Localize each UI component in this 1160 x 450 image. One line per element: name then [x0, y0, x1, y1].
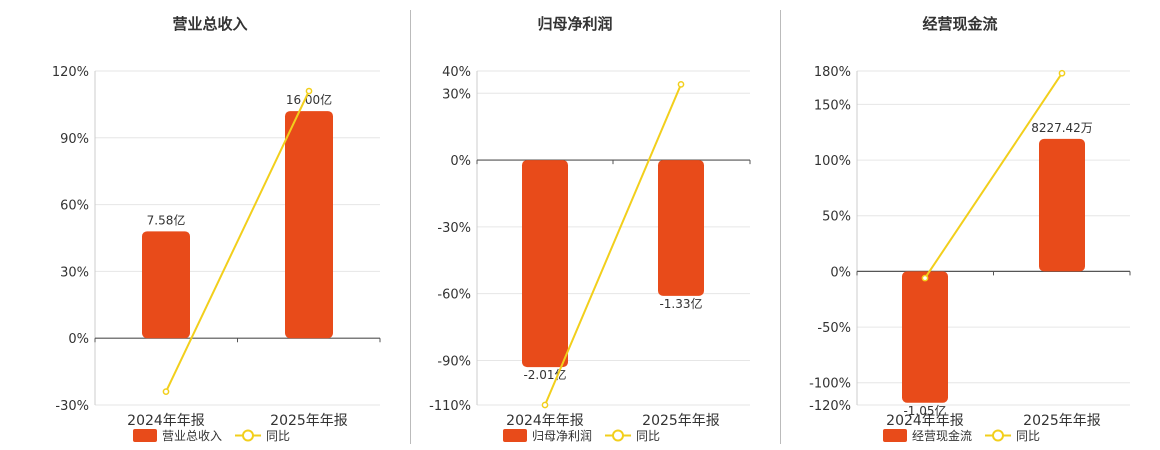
bar-data-label: -1.33亿 [659, 296, 702, 311]
x-tick-label: 2025年年报 [1023, 413, 1101, 429]
y-tick-label: 150% [814, 98, 851, 113]
yoy-point [541, 401, 549, 409]
y-tick-label: 120% [52, 65, 89, 80]
bar-data-label: 8227.42万 [1031, 121, 1093, 135]
x-tick-label: 2024年年报 [506, 413, 584, 429]
legend-bar-swatch [503, 429, 527, 442]
legend-bar-swatch [133, 429, 157, 442]
bar [522, 160, 568, 368]
y-tick-label: 0% [830, 265, 851, 280]
legend-bar-swatch [883, 429, 907, 442]
y-tick-label: 180% [814, 65, 851, 80]
yoy-point [1058, 69, 1066, 77]
legend-line-label: 同比 [636, 429, 660, 443]
x-tick-label: 2025年年报 [642, 413, 720, 429]
legend-bar-label: 营业总收入 [162, 429, 222, 443]
x-tick-label: 2024年年报 [127, 413, 205, 429]
panel-divider [780, 10, 781, 444]
chart-panel: 归母净利润40%30%0%-30%-60%-90%-110%-2.01亿-1.3… [429, 15, 751, 443]
yoy-line [165, 90, 310, 393]
y-tick-label: 30% [60, 265, 89, 280]
y-tick-label: 0% [68, 332, 89, 347]
legend-bar-label: 归母净利润 [532, 429, 592, 443]
bar [285, 111, 333, 339]
legend-line-marker [612, 429, 624, 442]
bar-data-label: -1.05亿 [903, 403, 946, 418]
bar [902, 271, 948, 403]
legend-line-label: 同比 [266, 429, 290, 443]
bar [658, 160, 704, 296]
yoy-point [677, 81, 685, 88]
legend-line-label: 同比 [1016, 429, 1040, 443]
y-tick-label: 100% [814, 154, 851, 169]
x-tick-label: 2024年年报 [886, 413, 964, 429]
chart-panel: 经营现金流 180% 150% 100% 50% 0% -50% -100% -120% -1.0… [809, 15, 1131, 443]
bar [1039, 138, 1085, 272]
y-tick-label: -120% [809, 399, 851, 414]
chart-panel: 营业总收入 120% 90% 60% 30% 0% -30% 7.58亿 16.00亿 2024年… [52, 15, 381, 443]
legend-bar-label: 经营现金流 [912, 428, 972, 443]
y-tick-label: -110% [429, 399, 471, 414]
bar [142, 231, 190, 339]
bar-data-label: 16.00亿 [286, 92, 332, 107]
y-tick-label: -90% [437, 354, 471, 369]
y-tick-label: -30% [55, 399, 89, 414]
yoy-point [162, 388, 170, 395]
y-tick-label: 60% [60, 199, 89, 214]
yoy-line [544, 83, 682, 406]
bar-data-label: 7.58亿 [147, 212, 186, 227]
chart-title: 归母净利润 [537, 15, 612, 33]
y-tick-label: 30% [442, 87, 471, 102]
y-tick-label: -30% [437, 221, 471, 236]
y-tick-label: 50% [822, 210, 851, 225]
yoy-point [305, 87, 313, 95]
legend-line-marker [242, 429, 254, 442]
y-tick-label: -60% [437, 288, 471, 303]
chart-title: 营业总收入 [172, 15, 247, 33]
x-tick-label: 2025年年报 [270, 413, 348, 429]
panel-divider [410, 10, 411, 444]
yoy-line [924, 72, 1063, 279]
y-tick-label: 40% [442, 65, 471, 80]
y-tick-label: -50% [817, 321, 851, 336]
y-tick-label: 90% [60, 132, 89, 147]
y-tick-label: 0% [450, 154, 471, 169]
chart-title: 经营现金流 [922, 15, 997, 33]
yoy-point [921, 274, 929, 282]
legend-line-marker [992, 429, 1004, 442]
y-tick-label: -100% [809, 377, 851, 392]
